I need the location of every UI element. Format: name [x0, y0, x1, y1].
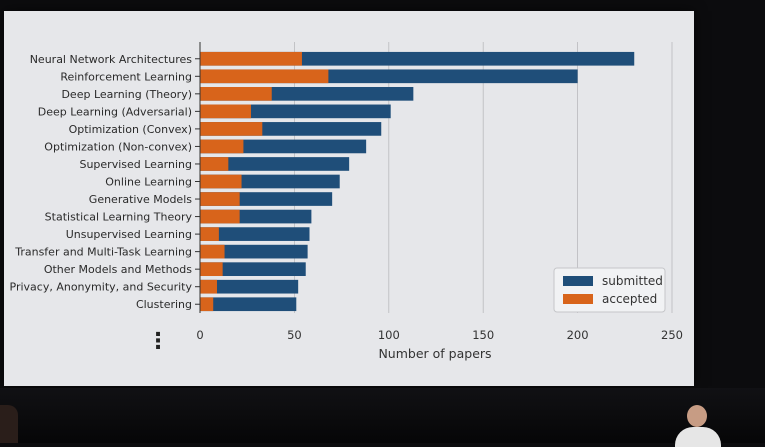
legend-swatch-accepted — [563, 294, 593, 304]
bar-submitted-transfer-and-multi-task-learning — [200, 244, 308, 259]
x-tick-labels: 0 50 100 150 200 250 — [196, 328, 683, 342]
bar-submitted-neural-network-architectures — [200, 51, 635, 66]
category-label-optimization-non-convex: Optimization (Non-convex) — [44, 140, 192, 153]
bar-accepted-unsupervised-learning — [200, 227, 219, 241]
bar-accepted-privacy-anonymity-and-security — [200, 279, 217, 294]
legend: submitted accepted — [553, 267, 666, 313]
bar-submitted-supervised-learning — [200, 157, 350, 171]
category-label-optimization-convex: Optimization (Convex) — [69, 123, 192, 136]
bar-accepted-supervised-learning — [200, 157, 229, 171]
category-label-reinforcement-learning: Reinforcement Learning — [60, 70, 192, 83]
x-tick-label-0: 0 — [196, 328, 203, 342]
legend-label-submitted: submitted — [602, 274, 663, 288]
bar-submitted-clustering — [200, 297, 297, 312]
category-label-deep-learning-adversarial: Deep Learning (Adversarial) — [38, 105, 192, 118]
bar-accepted-other-models-and-methods — [200, 262, 223, 277]
bar-accepted-clustering — [200, 297, 214, 312]
category-label-clustering: Clustering — [136, 298, 192, 311]
category-label-statistical-learning-theory: Statistical Learning Theory — [45, 211, 193, 224]
category-label-supervised-learning: Supervised Learning — [79, 158, 192, 171]
category-label-online-learning: Online Learning — [105, 176, 192, 189]
bar-accepted-transfer-and-multi-task-learning — [200, 244, 225, 259]
x-axis-label: Number of papers — [378, 346, 491, 361]
bar-accepted-online-learning — [200, 174, 242, 189]
audience-silhouette — [0, 405, 18, 443]
presenter-silhouette — [673, 403, 725, 447]
legend-label-accepted: accepted — [602, 292, 657, 306]
category-label-unsupervised-learning: Unsupervised Learning — [66, 228, 192, 241]
bar-accepted-optimization-convex — [200, 122, 263, 136]
x-tick-label-100: 100 — [378, 328, 400, 342]
bar-submitted-other-models-and-methods — [200, 262, 306, 277]
bar-submitted-unsupervised-learning — [200, 227, 310, 241]
bars — [200, 51, 635, 312]
bar-accepted-deep-learning-adversarial — [200, 104, 251, 119]
category-label-transfer-and-multi-task-learning: Transfer and Multi-Task Learning — [14, 246, 192, 259]
category-label-privacy-anonymity-and-security: Privacy, Anonymity, and Security — [10, 281, 193, 294]
stage-floor — [0, 388, 765, 443]
presenter-head — [687, 405, 707, 427]
x-tick-label-150: 150 — [472, 328, 494, 342]
legend-swatch-submitted — [563, 276, 593, 286]
continuation-marker: ⋮ — [147, 329, 169, 354]
bar-accepted-neural-network-architectures — [200, 51, 302, 66]
axes — [195, 42, 201, 313]
bar-accepted-generative-models — [200, 192, 240, 206]
bar-submitted-privacy-anonymity-and-security — [200, 279, 299, 294]
x-tick-label-250: 250 — [661, 328, 683, 342]
category-label-generative-models: Generative Models — [89, 193, 192, 206]
x-tick-label-50: 50 — [287, 328, 302, 342]
bar-accepted-reinforcement-learning — [200, 69, 329, 84]
bar-accepted-statistical-learning-theory — [200, 209, 240, 224]
bar-accepted-deep-learning-theory — [200, 86, 272, 101]
category-labels: Neural Network Architectures Reinforcemen… — [10, 53, 193, 311]
bar-accepted-optimization-non-convex — [200, 139, 244, 154]
category-label-neural-network-architectures: Neural Network Architectures — [30, 53, 193, 66]
x-tick-label-200: 200 — [567, 328, 589, 342]
category-label-other-models-and-methods: Other Models and Methods — [44, 263, 192, 276]
category-label-deep-learning-theory: Deep Learning (Theory) — [61, 88, 192, 101]
presenter-body — [675, 427, 721, 447]
